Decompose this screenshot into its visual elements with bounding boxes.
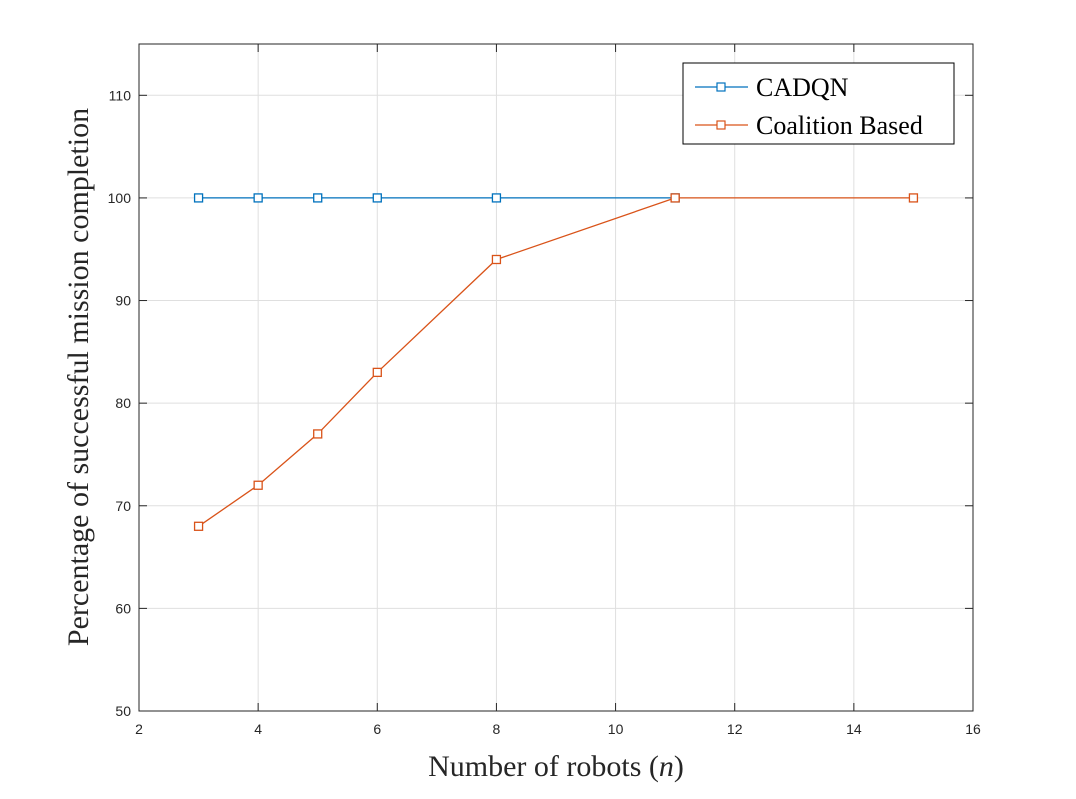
x-tick-label: 16 xyxy=(965,721,981,737)
x-tick-label: 8 xyxy=(493,721,501,737)
y-tick-label: 90 xyxy=(115,293,131,309)
y-tick-label: 110 xyxy=(109,87,132,103)
y-tick-labels: 50 60 70 80 90 100 110 xyxy=(108,87,132,719)
legend-marker-cadqn xyxy=(716,82,726,92)
y-tick-label: 70 xyxy=(115,498,131,514)
x-tick-label: 10 xyxy=(608,721,624,737)
data-point-coalition-based xyxy=(670,193,680,203)
data-point-coalition-based xyxy=(253,480,263,490)
data-point-coalition-based xyxy=(491,254,502,265)
x-tick-label: 2 xyxy=(135,721,143,737)
data-point-cadqn xyxy=(491,193,502,203)
data-point-cadqn xyxy=(372,193,382,203)
data-point-coalition-based xyxy=(313,429,323,439)
legend-label-cadqn: CADQN xyxy=(756,73,849,102)
x-axis-label: Number of robots (n) xyxy=(428,750,684,783)
x-tick-label: 14 xyxy=(846,721,862,737)
data-point-coalition-based xyxy=(193,521,204,531)
data-point-cadqn xyxy=(313,193,323,203)
x-tick-labels: 2 4 6 8 10 12 14 16 xyxy=(135,721,981,737)
x-tick-label: 4 xyxy=(254,721,262,737)
y-tick-label: 60 xyxy=(115,600,131,616)
x-tick-label: 6 xyxy=(373,721,381,737)
y-tick-label: 80 xyxy=(115,395,131,411)
axes-box xyxy=(138,43,974,712)
series-coalition-based xyxy=(193,193,919,531)
data-point-cadqn xyxy=(193,193,204,203)
x-tick-label: 12 xyxy=(727,721,743,737)
data-point-cadqn xyxy=(253,193,263,203)
legend: CADQN Coalition Based xyxy=(682,62,955,145)
legend-label-coalition-based: Coalition Based xyxy=(756,111,923,140)
series-layer xyxy=(193,193,919,531)
legend-marker-coalition-based xyxy=(716,120,726,130)
legend-box xyxy=(682,62,955,145)
data-point-coalition-based xyxy=(908,193,919,203)
y-tick-label: 100 xyxy=(108,190,132,206)
plot-area xyxy=(139,44,973,711)
y-axis-label: Percentage of successful mission complet… xyxy=(62,108,95,646)
y-tick-label: 50 xyxy=(115,703,131,719)
data-point-coalition-based xyxy=(372,367,382,378)
